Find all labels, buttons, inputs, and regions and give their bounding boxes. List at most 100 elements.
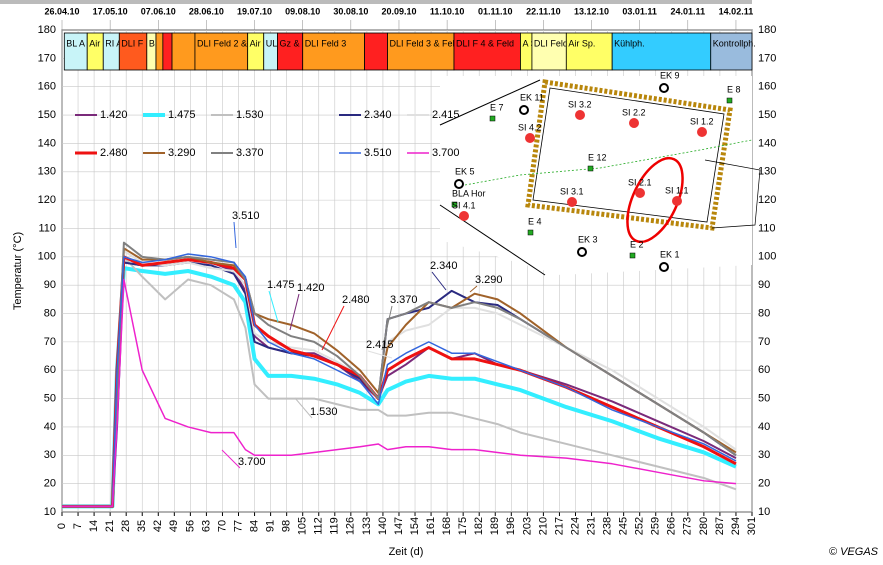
phase [710,32,753,71]
legend-label: 3.290 [168,147,196,159]
y-tick-label: 100 [38,251,56,263]
legend-label: 2.480 [100,147,128,159]
x-tick-label: 0 [56,523,68,529]
x-tick-label: 189 [489,517,501,535]
phase-label: DLI Feld 3 & Feld 2 [390,38,468,48]
date-label: 26.04.10 [44,6,79,16]
inset-label: E 7 [490,102,504,112]
x-tick-label: 7 [72,523,84,529]
date-label: 14.02.11 [719,6,754,16]
x-tick-label: 140 [377,517,389,535]
x-tick-label: 224 [569,517,581,535]
marker [451,201,458,208]
phase [302,32,365,71]
sensor [635,188,645,198]
phase-label: Gz & GW [279,38,318,48]
annotation-leader [294,397,313,419]
phase [118,32,148,71]
x-tick-label: 280 [698,517,710,535]
y2-tick-label: 170 [758,52,776,64]
x-tick-label: 98 [281,520,293,532]
well [519,105,529,115]
annotation-leader [367,350,393,359]
phase-label: DLI Feld 4 [534,38,576,48]
phase [155,32,164,71]
building-inner [532,87,725,223]
phase [531,32,567,71]
y-tick-label: 140 [38,137,56,149]
sensor [672,196,682,206]
y2-tick-label: 70 [758,336,770,348]
inset-label: SI 3.2 [568,99,592,109]
annotation-leader [268,290,279,323]
legend-label: 3.370 [236,147,264,159]
phase-label: A S [522,38,536,48]
annotation: 3.510 [232,210,260,222]
y-tick-label: 170 [38,52,56,64]
legend-label: 3.510 [364,147,392,159]
x-tick-label: 259 [650,517,662,535]
sensor [697,127,707,137]
annotation: 2.415 [366,339,394,351]
phase-label: Kontrollph. [713,38,756,48]
y-tick-label: 20 [44,478,56,490]
y-tick-label: 110 [38,222,56,234]
legend-label: 1.475 [168,109,196,121]
y-tick-label: 30 [44,449,56,461]
date-label: 03.01.11 [622,6,657,16]
highlight [626,156,684,244]
x-tick-label: 287 [714,517,726,535]
well [454,179,464,189]
date-label: 01.11.10 [478,6,513,16]
x-tick-label: 161 [425,517,437,535]
y-tick-label: 180 [38,24,56,36]
y-tick-label: 120 [38,194,56,206]
x-axis-label: Zeit (d) [389,546,424,558]
annotation: 3.290 [475,274,503,286]
x-tick-label: 252 [634,517,646,535]
phase-label: Kühlph. [614,38,645,48]
phase-label: Air Sp [89,38,114,48]
marker [587,165,594,172]
x-tick-label: 196 [505,517,517,535]
sensor-row [464,139,753,186]
inset-label: SI 1.1 [665,185,689,195]
x-tick-label: 63 [200,520,212,532]
series-line [62,278,737,508]
annotation-leader [469,285,478,293]
y2-tick-label: 120 [758,194,776,206]
date-label: 13.12.10 [574,6,609,16]
y-tick-label: 50 [44,392,56,404]
inset: EK 9 E 8 E 7 EK 11 SI 3.2 SI 2.2 SI 1.2 SI 4.2 E… [439,70,761,276]
date-label: 07.06.10 [141,6,176,16]
inset-label: EK 11 [520,92,544,102]
x-tick-label: 84 [248,520,260,532]
y2-tick-label: 10 [758,506,770,518]
x-tick-label: 126 [345,517,357,535]
date-label: 19.07.10 [237,6,272,16]
phase [171,32,196,71]
phase [162,32,173,71]
phase [387,32,455,71]
x-tick-label: 294 [730,517,742,535]
y-tick-label: 150 [38,109,56,121]
date-label: 28.06.10 [189,6,224,16]
legend-label: 1.420 [100,109,128,121]
date-strip [0,0,752,4]
y2-tick-label: 80 [758,307,770,319]
y2-tick-label: 160 [758,81,776,93]
inset-label: SI 4.2 [518,122,542,132]
x-tick-label: 182 [473,517,485,535]
inset-label: E 2 [630,239,644,249]
x-tick-label: 266 [666,517,678,535]
marker [527,229,534,236]
inset-label: EK 1 [660,249,680,259]
x-tick-label: 168 [441,517,453,535]
date-label: 22.11.10 [526,6,561,16]
x-tick-label: 147 [393,517,405,535]
inset-label: EK 5 [455,166,475,176]
marker [489,115,496,122]
inset-label: E 8 [727,84,741,94]
x-tick-label: 105 [297,517,309,535]
